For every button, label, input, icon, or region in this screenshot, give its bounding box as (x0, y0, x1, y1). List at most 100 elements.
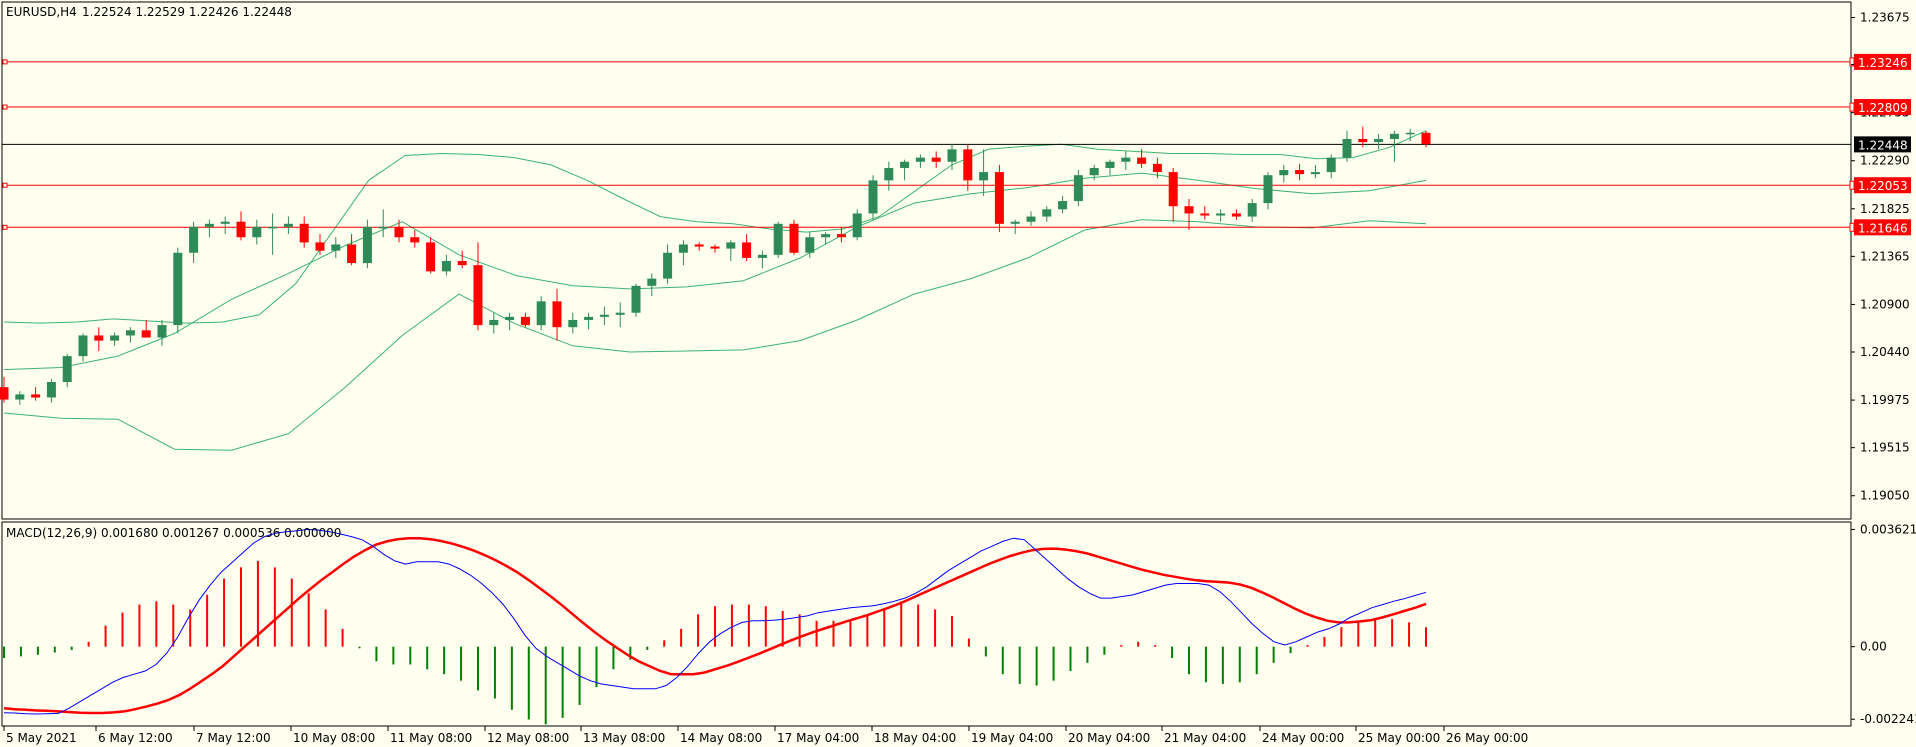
level-anchor-handle[interactable] (2, 59, 8, 65)
candle-body (189, 226, 199, 253)
candle-body (678, 244, 688, 253)
candle (821, 232, 831, 245)
time-tick-label: 14 May 08:00 (680, 731, 762, 745)
candle (141, 319, 151, 338)
candle-body (947, 149, 957, 162)
candle-body (94, 335, 104, 341)
macd-panel-frame (1, 521, 1852, 727)
candle (1042, 206, 1052, 222)
candle (426, 237, 436, 274)
level-anchor-handle[interactable] (2, 224, 8, 230)
candle (1358, 126, 1368, 148)
candle (505, 312, 515, 331)
candle (125, 327, 135, 343)
candle-body (1389, 133, 1399, 140)
candle (584, 312, 594, 330)
level-end-handle[interactable] (1849, 102, 1855, 112)
macd-lines (3, 528, 1427, 715)
macd-panel[interactable]: MACD(12,26,9) 0.001680 0.001267 0.000536… (1, 521, 1852, 727)
candle (647, 273, 657, 297)
candle-body (1152, 163, 1162, 173)
candle-body (220, 221, 230, 224)
candle-body (426, 242, 436, 272)
candle-body (710, 246, 720, 249)
candle (963, 144, 973, 191)
candle (947, 144, 957, 171)
candle (473, 242, 483, 331)
candle-body (900, 161, 910, 168)
candle-body (1026, 216, 1036, 222)
candle-body (757, 254, 767, 258)
level-anchor-handle[interactable] (2, 182, 8, 188)
candle (1089, 164, 1099, 181)
time-tick-label: 10 May 08:00 (293, 731, 375, 745)
level-end-handle[interactable] (1849, 180, 1855, 190)
candle-body (0, 387, 9, 400)
candle (1405, 128, 1415, 142)
candle-body (78, 335, 88, 357)
candle-body (1342, 139, 1352, 158)
candle-body (331, 244, 341, 251)
candle-body (1374, 139, 1384, 143)
candle-body (283, 223, 293, 227)
ohlc-header: 1.22524 1.22529 1.22426 1.22448 (82, 5, 292, 19)
candle-body (236, 221, 246, 238)
candle (1010, 219, 1020, 235)
candle (568, 312, 578, 334)
candle-body (1073, 175, 1083, 202)
candle (1310, 164, 1320, 179)
candle (268, 213, 278, 255)
level-price-label: 1.22053 (1858, 179, 1908, 193)
candle (0, 376, 9, 403)
candle-body (1168, 172, 1178, 207)
level-price-label: 1.23246 (1858, 56, 1908, 70)
candle (773, 221, 783, 258)
candle-body (410, 237, 420, 243)
candle-body (299, 223, 309, 243)
candle (1247, 198, 1257, 222)
candle (378, 209, 388, 238)
candle (1342, 130, 1352, 162)
candle-body (347, 244, 357, 264)
level-end-handle[interactable] (1849, 222, 1855, 232)
candle (536, 296, 546, 331)
candle-body (821, 234, 831, 238)
candle (1389, 130, 1399, 162)
candle-body (615, 312, 625, 315)
candle-body (931, 157, 941, 162)
candle-body (1421, 132, 1431, 145)
candle (868, 175, 878, 220)
candle (615, 302, 625, 328)
candle-body (726, 242, 736, 249)
candle (1279, 164, 1289, 183)
candle-body (979, 172, 989, 181)
price-panel[interactable]: EURUSD,H4 1.22524 1.22529 1.22426 1.2244… (0, 1, 1855, 520)
price-tick-label: 1.19050 (1860, 489, 1910, 503)
candle (852, 209, 862, 241)
candle-body (31, 394, 41, 398)
price-tick-label: 1.22290 (1860, 154, 1910, 168)
candle (46, 378, 56, 403)
candle-body (805, 237, 815, 253)
candle-body (110, 335, 120, 341)
candle (331, 237, 341, 258)
candle (410, 229, 420, 248)
candle (994, 164, 1004, 233)
candle (252, 219, 262, 245)
candle (441, 254, 451, 276)
candle (520, 312, 530, 328)
candle (884, 161, 894, 191)
candle-body (1121, 157, 1131, 162)
price-tick-label: 1.20900 (1860, 297, 1910, 311)
candle (599, 306, 609, 326)
candle-body (315, 242, 325, 251)
macd-tick-label: 0.00 (1860, 640, 1887, 654)
level-anchor-handle[interactable] (2, 104, 8, 110)
candle (220, 216, 230, 235)
candle-body (536, 301, 546, 326)
candle-body (584, 316, 594, 320)
candle-body (789, 223, 799, 253)
time-axis: 5 May 2021 6 May 12:00 7 May 12:00 10 May 0… (3, 726, 1528, 745)
candle (678, 240, 688, 266)
